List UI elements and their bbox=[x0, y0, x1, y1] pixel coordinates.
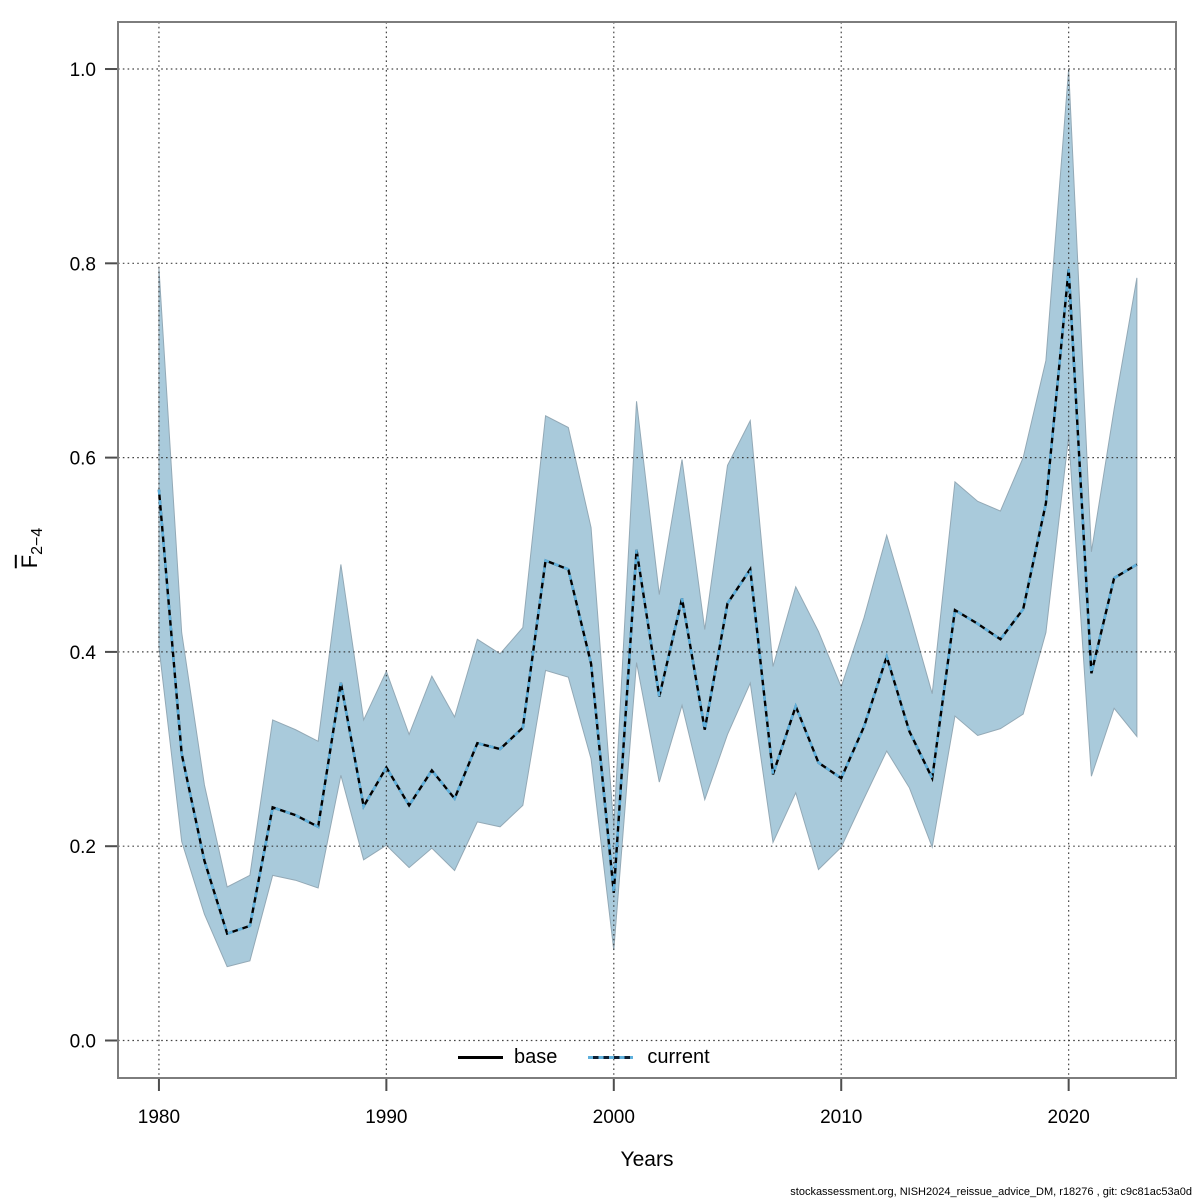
y-tick-label-0.6: 0.6 bbox=[70, 449, 96, 470]
current-series-line bbox=[157, 269, 1138, 936]
y-tick-label-1.0: 1.0 bbox=[70, 60, 96, 81]
y-tick-label-0.0: 0.0 bbox=[70, 1032, 96, 1053]
plot-frame bbox=[117, 21, 1177, 1079]
legend-base-line-sample bbox=[458, 1055, 503, 1059]
y-tick-label-0.4: 0.4 bbox=[70, 643, 97, 664]
y-tick-label-0.2: 0.2 bbox=[70, 837, 96, 858]
legend-current-line-sample bbox=[588, 1055, 634, 1059]
x-tick-label-2020: 2020 bbox=[1048, 1107, 1090, 1128]
x-tick-label-1980: 1980 bbox=[138, 1107, 180, 1128]
x-axis-title: Years bbox=[620, 1148, 674, 1171]
y-axis-title-age-range: 2−4 bbox=[29, 527, 47, 555]
x-tick-label-2000: 2000 bbox=[593, 1107, 635, 1128]
x-tick-label-1990: 1990 bbox=[365, 1107, 407, 1128]
legend: base current bbox=[458, 1044, 710, 1070]
y-axis-title: F2−4 bbox=[17, 528, 47, 569]
x-tick-label-2010: 2010 bbox=[820, 1107, 862, 1128]
legend-label-current: current bbox=[647, 1046, 710, 1068]
y-tick-label-0.8: 0.8 bbox=[70, 254, 96, 275]
y-axis-title-fbar: F bbox=[16, 554, 42, 569]
confidence-band bbox=[158, 68, 1138, 968]
legend-label-base: base bbox=[514, 1046, 558, 1068]
footer-attribution: stockassessment.org, NISH2024_reissue_ad… bbox=[790, 1186, 1192, 1198]
